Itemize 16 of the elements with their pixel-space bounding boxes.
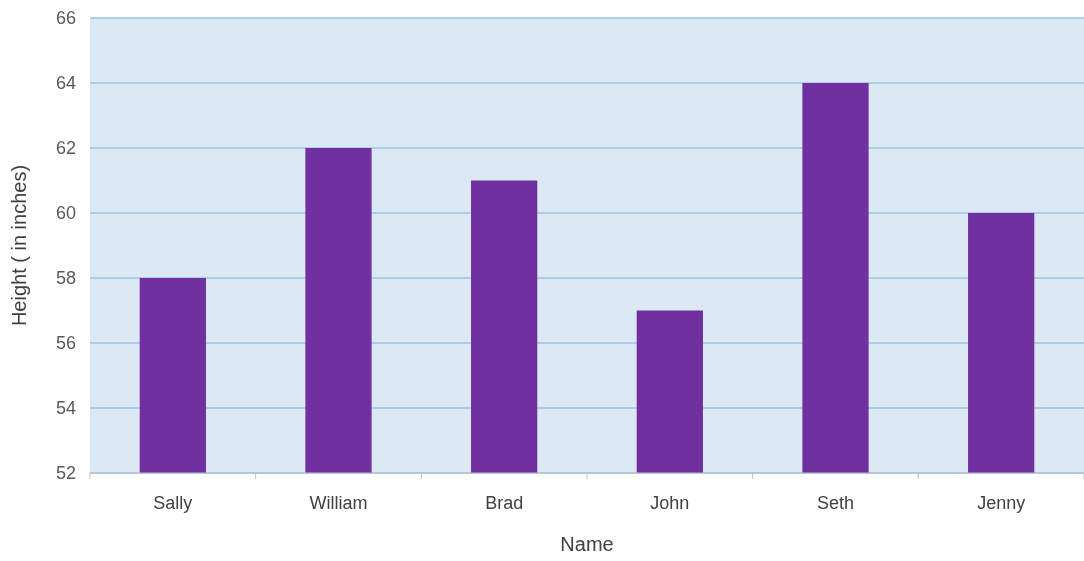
y-tick-label: 58 xyxy=(55,268,76,289)
y-tick-label: 62 xyxy=(55,138,76,159)
y-tick-label: 60 xyxy=(55,203,76,224)
y-tick-label: 66 xyxy=(55,8,76,29)
y-axis-title: Height ( in inches) xyxy=(8,164,30,327)
y-tick-label: 54 xyxy=(55,398,76,419)
x-tick-label: John xyxy=(650,493,690,513)
x-tick-label: Sally xyxy=(153,493,193,513)
x-tick-label: Brad xyxy=(485,493,524,513)
x-tick-label: William xyxy=(309,493,368,513)
y-tick-label: 52 xyxy=(55,463,76,484)
x-tick-label: Seth xyxy=(816,493,855,513)
y-tick-label: 56 xyxy=(55,333,76,354)
y-tick-label: 64 xyxy=(55,73,76,94)
x-tick-label: Jenny xyxy=(977,493,1026,513)
x-axis-title: Name xyxy=(560,533,614,555)
